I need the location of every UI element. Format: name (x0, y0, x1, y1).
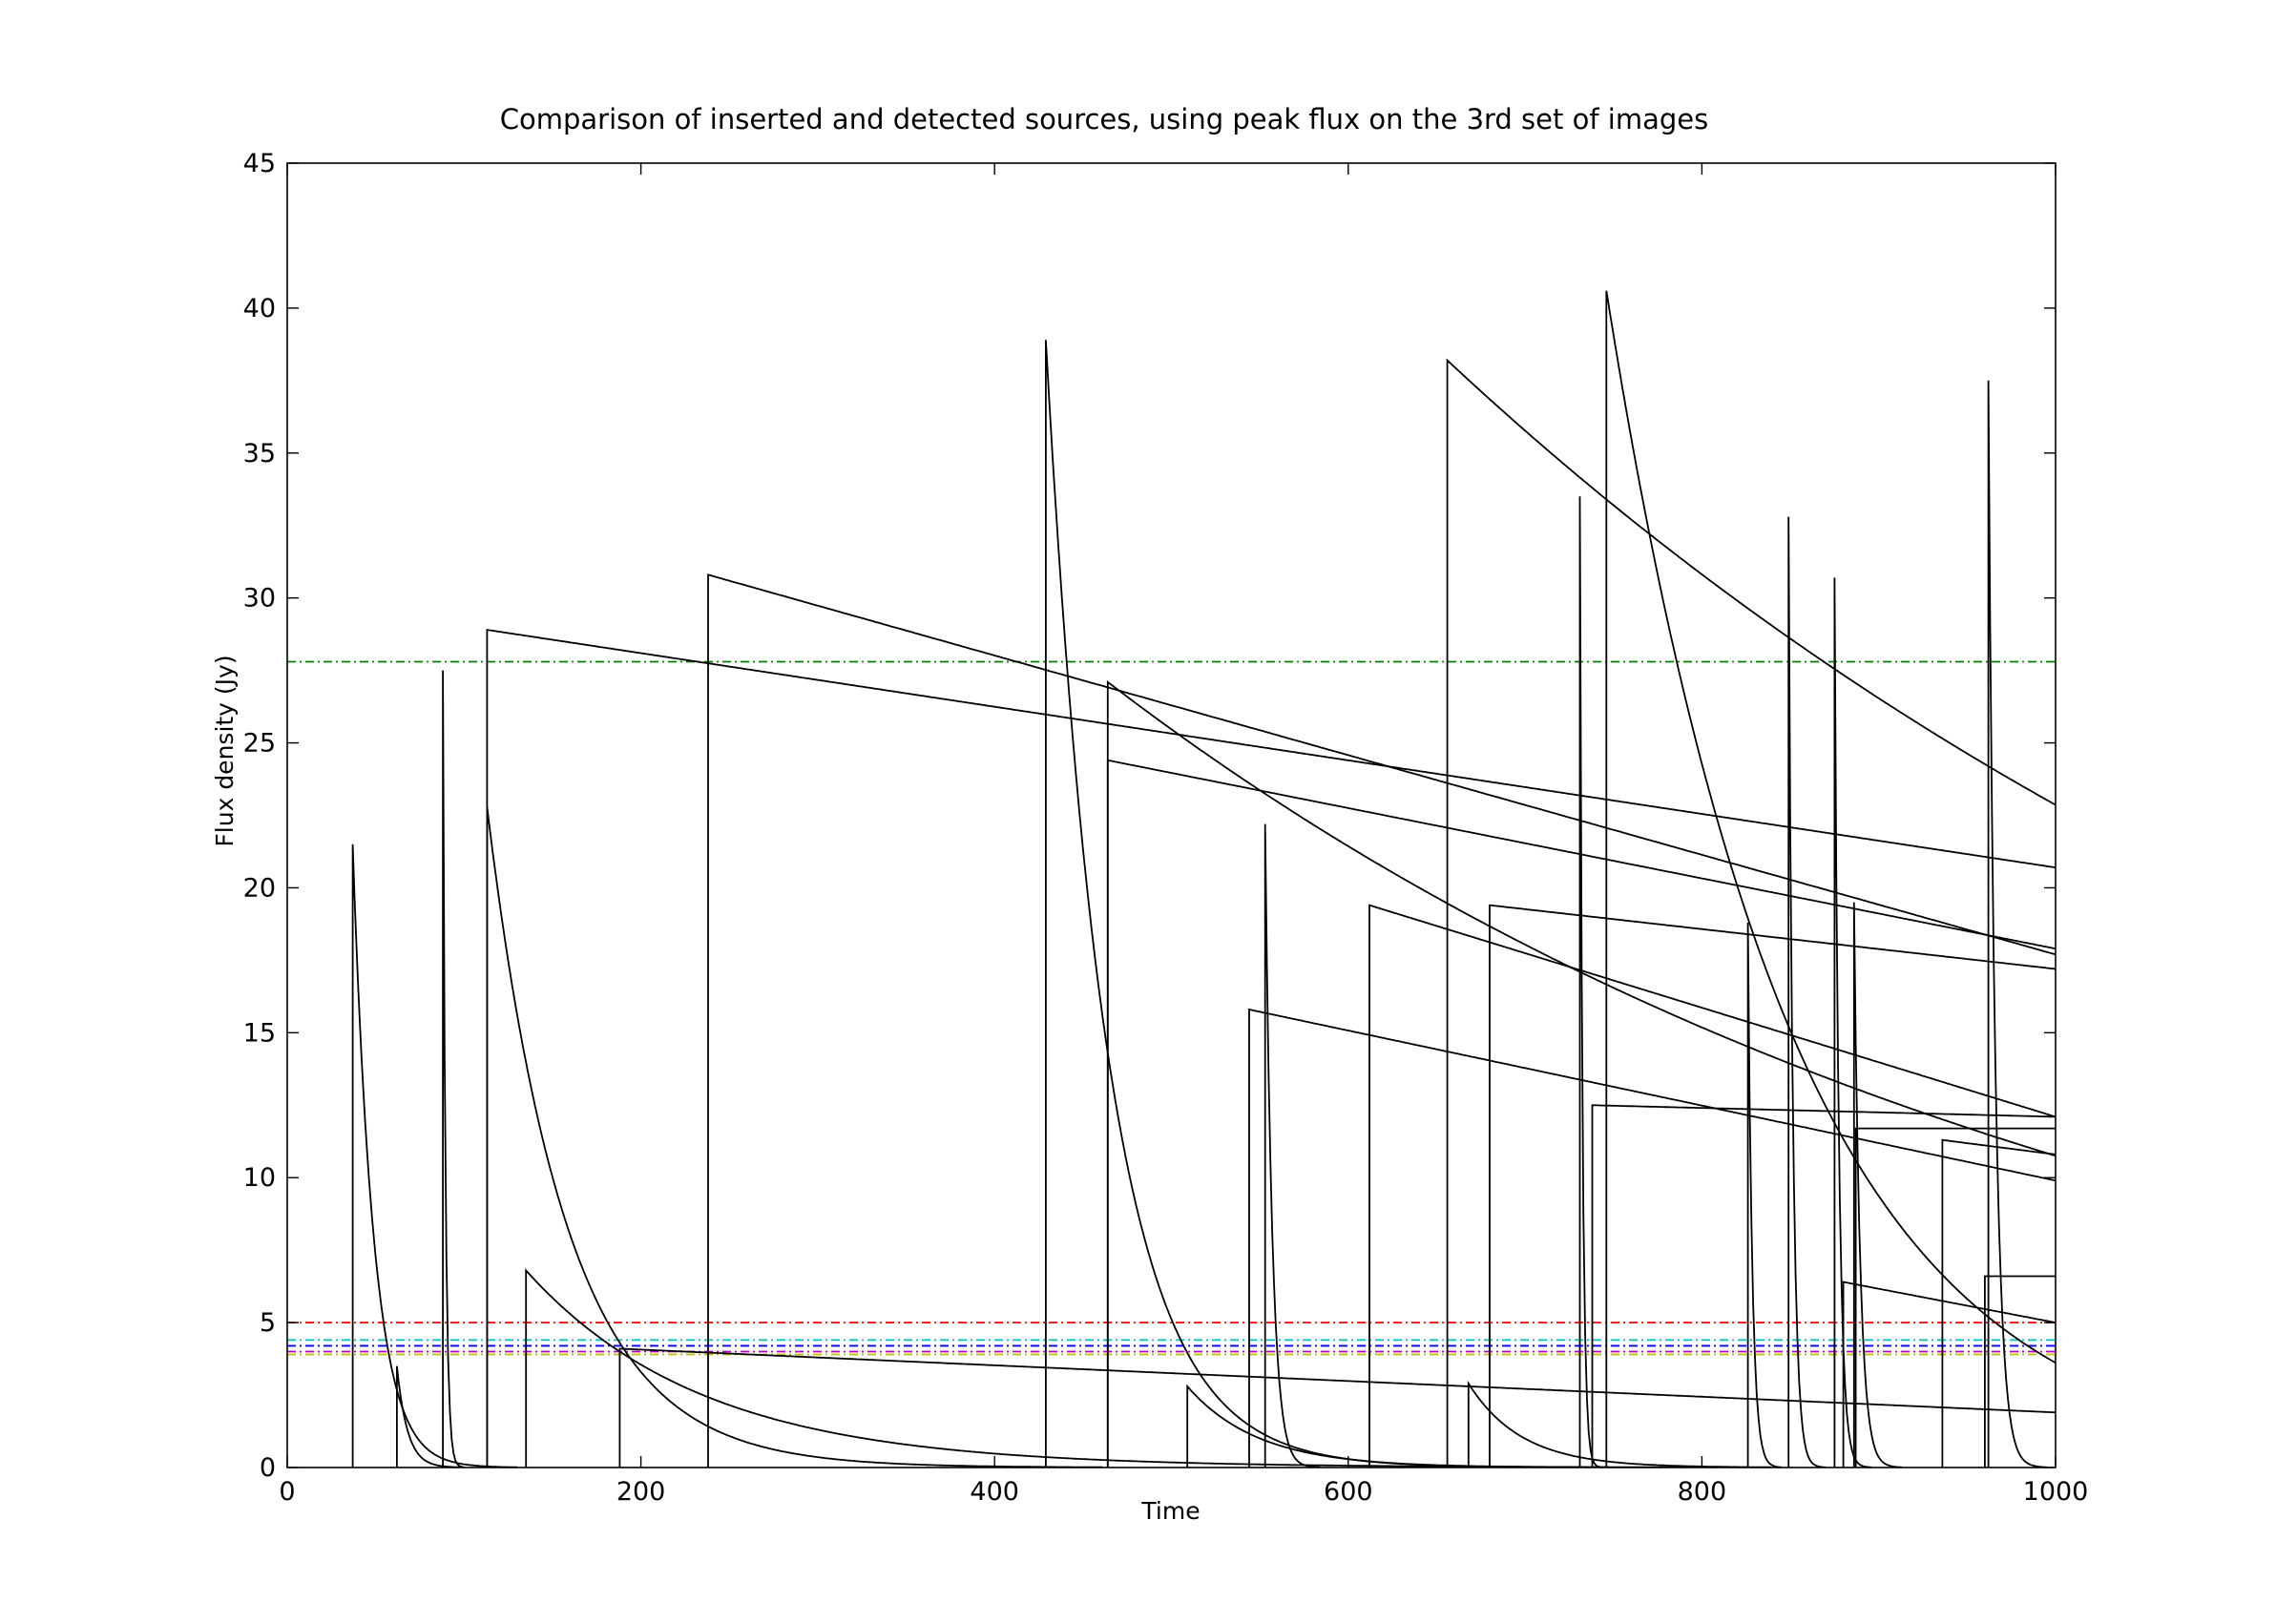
inserted-source-line-18 (1578, 496, 1603, 1468)
y-tick-label-2: 10 (243, 1163, 276, 1193)
y-tick-label-3: 15 (243, 1018, 276, 1048)
inserted-source-line-6 (618, 1347, 2056, 1468)
y-tick-label-0: 0 (260, 1453, 276, 1483)
inserted-source-line-3 (486, 806, 1103, 1468)
y-axis-title: Flux density (Jy) (211, 655, 239, 846)
inserted-source-line-20 (1591, 1104, 2056, 1468)
inserted-source-line-29 (1983, 1275, 2056, 1468)
inserted-source-line-24 (1842, 1280, 2056, 1468)
x-tick-label-4: 800 (1678, 1477, 1727, 1507)
y-tick-label-5: 25 (243, 729, 276, 759)
inserted-source-line-9 (1106, 679, 2056, 1468)
inserted-source-line-13 (1263, 823, 1321, 1468)
inserted-source-line-23 (1833, 577, 1872, 1468)
inserted-source-line-28 (1987, 380, 2047, 1468)
inserted-source-line-26 (1854, 1127, 2056, 1468)
x-axis-title: Time (1140, 1497, 1200, 1525)
x-tick-label-1: 200 (616, 1477, 666, 1507)
x-tick-label-5: 1000 (2023, 1477, 2089, 1507)
inserted-source-line-7 (707, 573, 2056, 1468)
inserted-source-line-11 (1186, 1384, 1587, 1468)
inserted-source-line-25 (1852, 902, 1902, 1468)
chart-title: Comparison of inserted and detected sour… (500, 103, 1708, 135)
x-tick-label-2: 400 (970, 1477, 1019, 1507)
x-tick-label-3: 600 (1324, 1477, 1373, 1507)
inserted-source-line-0 (351, 843, 517, 1468)
y-tick-label-6: 30 (243, 584, 276, 614)
inserted-source-line-15 (1446, 358, 2056, 1468)
y-tick-label-1: 5 (260, 1308, 276, 1338)
inserted-source-line-14 (1368, 904, 2056, 1468)
plot-frame (286, 162, 2057, 1468)
inserted-source-line-19 (1605, 290, 2056, 1468)
inserted-source-line-12 (1248, 1008, 2056, 1468)
inserted-source-line-17 (1489, 904, 2056, 1468)
inserted-source-line-4 (486, 629, 2056, 1468)
inserted-source-line-2 (442, 670, 465, 1468)
axis-ticks: 0 200 400 600 800 1000 0 5 10 15 20 25 30 35 40 45 (243, 149, 2089, 1507)
inserted-source-line-22 (1787, 516, 1827, 1468)
x-tick-label-0: 0 (279, 1477, 295, 1507)
y-tick-label-9: 45 (243, 149, 276, 178)
y-tick-label-4: 20 (243, 873, 276, 903)
y-tick-label-8: 40 (243, 294, 276, 323)
inserted-source-line-27 (1941, 1138, 2056, 1468)
y-tick-label-7: 35 (243, 439, 276, 468)
inserted-source-line-21 (1746, 922, 1782, 1468)
